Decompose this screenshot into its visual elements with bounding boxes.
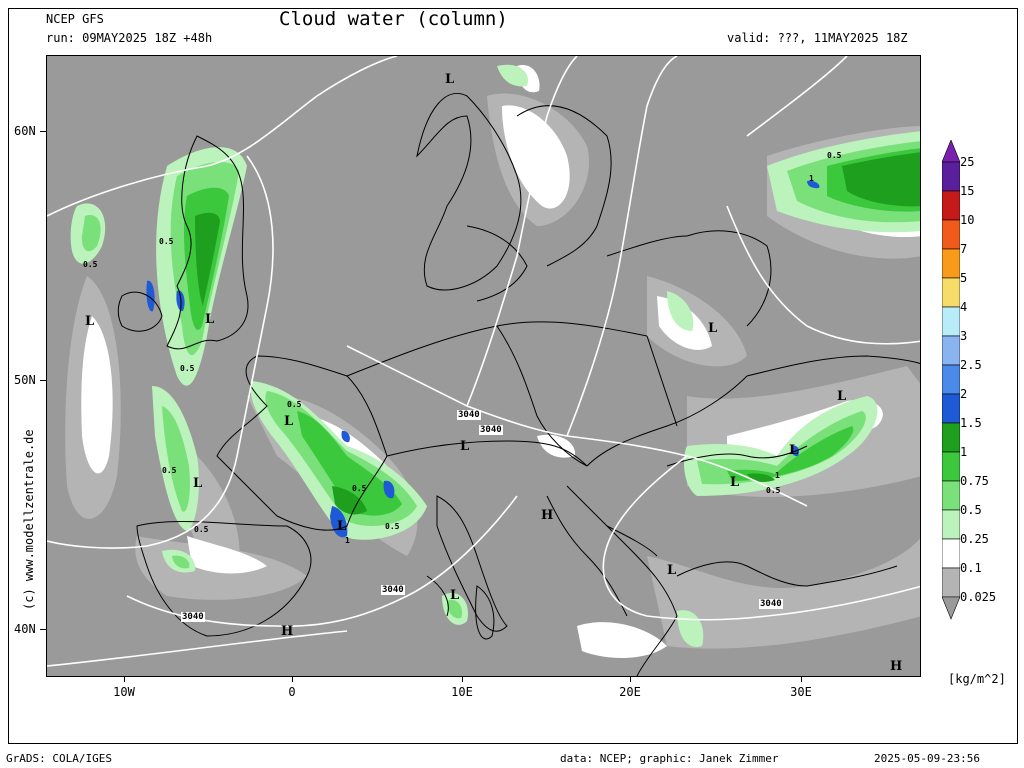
legend-level-label: 0.025 xyxy=(960,590,997,604)
legend-level-label: 3 xyxy=(960,329,968,343)
footer-data-source: data: NCEP; graphic: Janek Zimmer xyxy=(560,752,779,765)
legend-swatch xyxy=(942,451,960,482)
legend-swatch xyxy=(942,161,960,192)
low-center: L xyxy=(460,439,470,454)
shade-label: 0.5 xyxy=(162,466,177,475)
legend-arrow-bottom xyxy=(942,596,960,620)
legend-level-label: 5 xyxy=(960,271,968,285)
lat-tick xyxy=(40,131,46,132)
lat-label-40n: 40N xyxy=(14,622,36,636)
lon-tick xyxy=(124,677,125,682)
legend-level-label: 2.5 xyxy=(960,358,982,372)
lon-tick xyxy=(292,677,293,682)
low-center: L xyxy=(708,321,718,336)
legend-swatch xyxy=(942,393,960,424)
copyright-label: (c) www.modellzentrale.de xyxy=(22,429,36,610)
shade-label: 1 xyxy=(345,536,350,545)
shade-1.5 xyxy=(195,152,920,515)
legend-level-label: 7 xyxy=(960,242,968,256)
legend-swatch xyxy=(942,364,960,395)
legend-swatch xyxy=(942,538,960,569)
legend-level-label: 25 xyxy=(960,155,975,169)
footer-credit: GrADS: COLA/IGES xyxy=(6,752,112,765)
lon-label-0: 0 xyxy=(288,685,296,699)
lat-tick xyxy=(40,380,46,381)
map-panel: L L L L L L L L L L L L H H H L 3040 304… xyxy=(46,55,921,677)
run-info: run: 09MAY2025 18Z +48h xyxy=(46,31,213,45)
legend-level-label: 0.1 xyxy=(960,561,982,575)
shade-label: 0.5 xyxy=(352,484,367,493)
legend-level-label: 0.75 xyxy=(960,474,989,488)
legend-swatch xyxy=(942,567,960,598)
shade-label: 0.5 xyxy=(287,400,302,409)
shade-label: 0.5 xyxy=(159,237,174,246)
lon-tick xyxy=(630,677,631,682)
lat-label-50n: 50N xyxy=(14,373,36,387)
coastlines xyxy=(117,93,920,676)
lon-tick xyxy=(462,677,463,682)
legend-swatch xyxy=(942,509,960,540)
low-center: L xyxy=(450,588,460,603)
high-center: H xyxy=(541,508,554,523)
contour-label: 3040 xyxy=(479,425,503,435)
legend-swatch xyxy=(942,219,960,250)
shade-label: 0.5 xyxy=(180,364,195,373)
shade-label: 0.5 xyxy=(194,525,209,534)
legend-level-label: 4 xyxy=(960,300,968,314)
legend-level-label: 10 xyxy=(960,213,975,227)
low-center: L xyxy=(284,414,294,429)
lat-label-60n: 60N xyxy=(14,124,36,138)
model-name: NCEP GFS xyxy=(46,12,104,26)
low-center: L xyxy=(193,476,203,491)
lon-label-30e: 30E xyxy=(790,685,812,699)
shade-label: 1 xyxy=(775,471,780,480)
legend-level-label: 1.5 xyxy=(960,416,982,430)
contour-label: 3040 xyxy=(457,410,481,420)
legend-swatch xyxy=(942,480,960,511)
low-center: L xyxy=(730,475,740,490)
legend-level-label: 0.25 xyxy=(960,532,989,546)
map-title: Cloud water (column) xyxy=(279,8,508,30)
color-legend xyxy=(942,140,960,620)
valid-time: valid: ???, 11MAY2025 18Z xyxy=(727,31,908,45)
geopotential-contours xyxy=(47,56,920,667)
legend-level-label: 15 xyxy=(960,184,975,198)
legend-arrow-top xyxy=(942,140,960,163)
lon-label-10e: 10E xyxy=(451,685,473,699)
lon-label-10w: 10W xyxy=(113,685,135,699)
legend-swatch xyxy=(942,335,960,366)
low-center: L xyxy=(205,312,215,327)
low-center: L xyxy=(337,519,347,534)
lon-tick xyxy=(801,677,802,682)
legend-swatch xyxy=(942,422,960,453)
low-center: L xyxy=(85,314,95,329)
units-label: [kg/m^2] xyxy=(948,672,1006,686)
footer-timestamp: 2025-05-09-23:56 xyxy=(874,752,980,765)
lon-label-20e: 20E xyxy=(619,685,641,699)
legend-level-label: 1 xyxy=(960,445,968,459)
shade-label: 0.5 xyxy=(766,486,781,495)
shade-label: 0.5 xyxy=(385,522,400,531)
legend-swatch xyxy=(942,190,960,221)
contour-label: 3040 xyxy=(759,599,783,609)
figure-frame xyxy=(8,8,1018,744)
high-center: H xyxy=(281,624,294,639)
lat-tick xyxy=(40,629,46,630)
contour-label: 3040 xyxy=(181,612,205,622)
shade-label: 0.5 xyxy=(83,260,98,269)
legend-level-label: 2 xyxy=(960,387,968,401)
high-center: H xyxy=(890,659,903,674)
low-center: L xyxy=(445,72,455,87)
cloud-water-field xyxy=(47,56,920,676)
low-center: L xyxy=(837,389,847,404)
legend-level-label: 0.5 xyxy=(960,503,982,517)
legend-swatch xyxy=(942,306,960,337)
low-center: L xyxy=(789,443,799,458)
legend-swatch xyxy=(942,248,960,279)
shade-label: 1 xyxy=(809,174,814,183)
shade-label: 0.5 xyxy=(827,151,842,160)
low-center: L xyxy=(667,563,677,578)
contour-label: 3040 xyxy=(381,585,405,595)
legend-swatch xyxy=(942,277,960,308)
